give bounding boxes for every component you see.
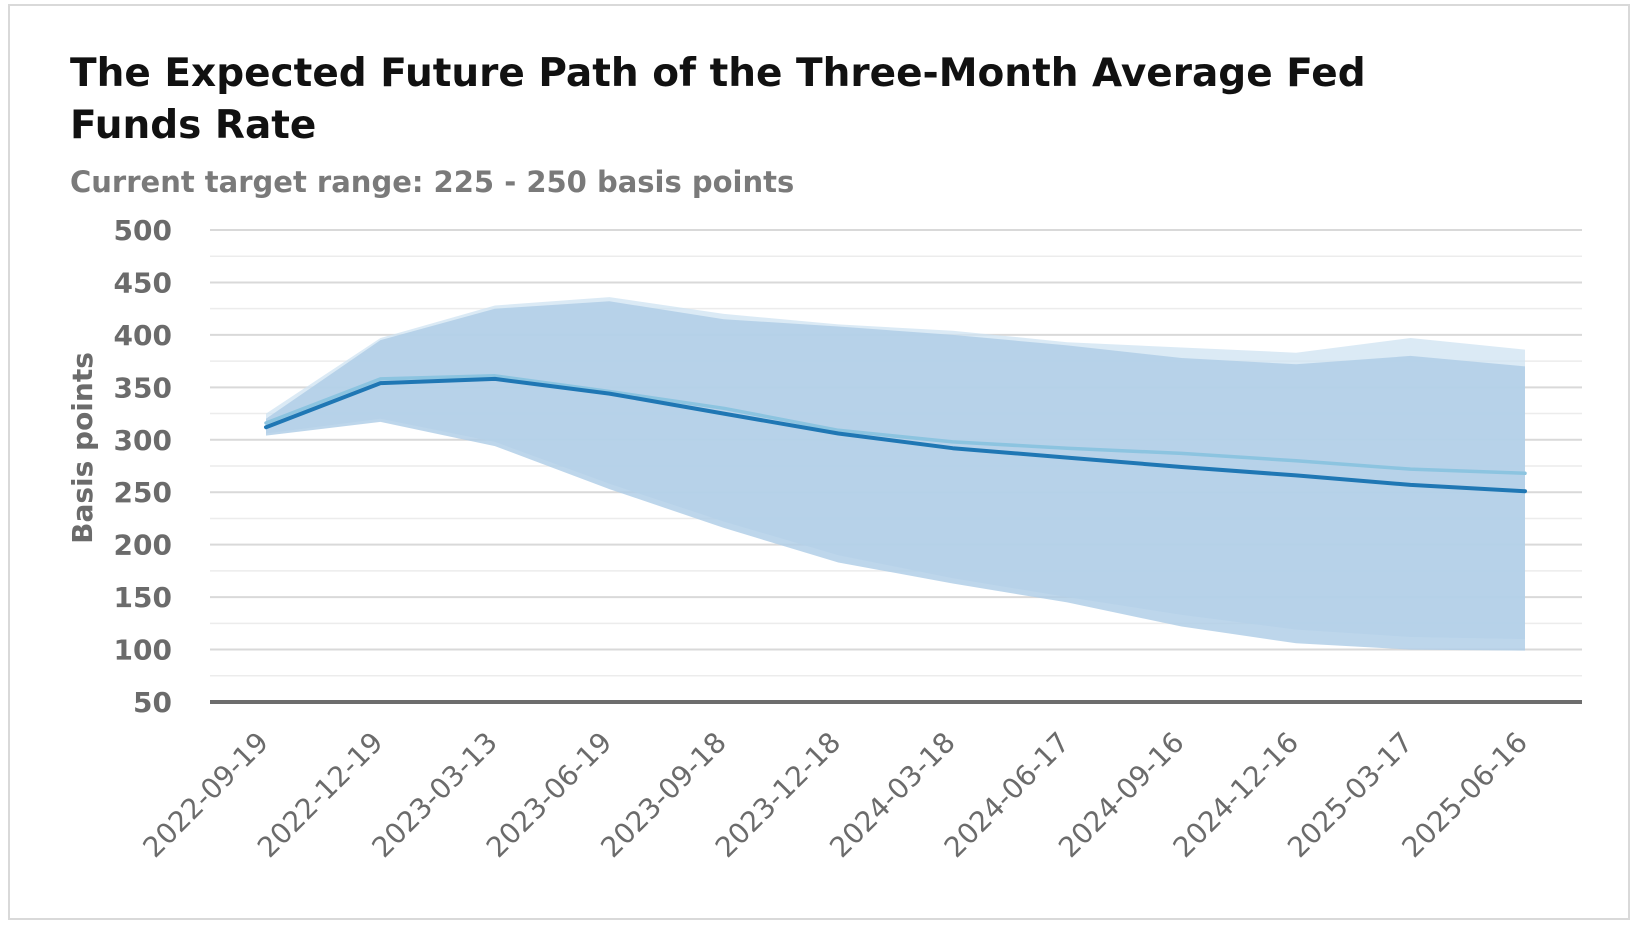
y-tick-label: 50 <box>133 686 172 719</box>
series-lines <box>264 374 1527 494</box>
y-tick-label: 450 <box>114 266 172 299</box>
y-tick-label: 250 <box>114 476 172 509</box>
y-tick-label: 350 <box>114 371 172 404</box>
y-tick-label: 100 <box>114 634 172 667</box>
line-series-2 <box>264 374 1527 476</box>
y-tick-label: 300 <box>114 424 172 457</box>
x-axis: 2022-09-192022-12-192023-03-132023-06-19… <box>137 700 1582 864</box>
y-tick-label: 400 <box>114 319 172 352</box>
chart-subtitle: Current target range: 225 - 250 basis po… <box>70 165 795 199</box>
y-axis-label: Basis points <box>66 352 99 544</box>
chart-title: The Expected Future Path of the Three-Mo… <box>70 51 1366 148</box>
y-tick-label: 500 <box>114 214 172 247</box>
y-axis: 50 100 150 200 250 300 350 400 450 500 <box>114 214 172 719</box>
y-tick-label: 150 <box>114 581 172 614</box>
y-tick-label: 200 <box>114 529 172 562</box>
line-series-1 <box>264 376 1527 494</box>
